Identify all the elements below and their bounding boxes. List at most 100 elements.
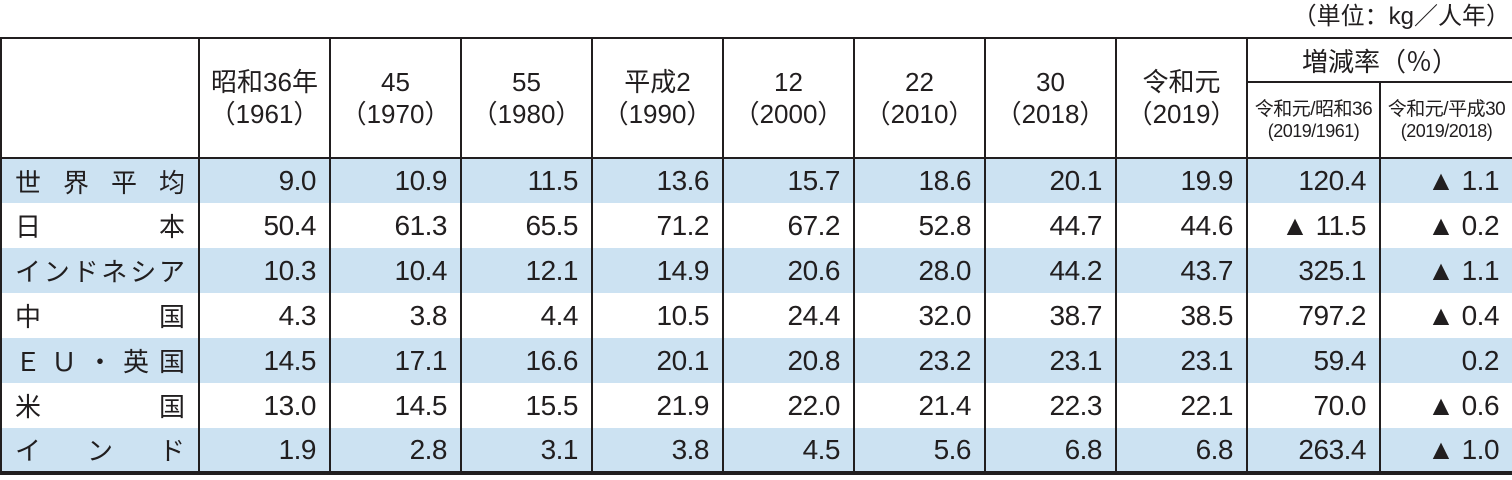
era-year: 昭和36年 [211, 66, 318, 97]
change-cell: 70.0 [1246, 383, 1381, 428]
value-cell: 3.1 [460, 428, 593, 473]
western-year: （2010） [864, 99, 975, 129]
change-rate-subheader: 令和元/平成30 (2019/2018) [1378, 81, 1512, 159]
value-cell: 13.6 [591, 158, 724, 203]
value-cell: 15.5 [460, 383, 593, 428]
table-row-china: 中国 4.3 3.8 4.4 10.5 24.4 32.0 38.7 38.5 … [0, 293, 1512, 338]
western-year: （1990） [602, 99, 713, 129]
change-rate-era-label: 令和元/昭和36 [1254, 98, 1373, 120]
value-cell: 23.1 [984, 338, 1117, 383]
row-label: 世界平均 [0, 158, 200, 203]
value-cell: 6.8 [1115, 428, 1248, 473]
value-cell: 4.4 [460, 293, 593, 338]
value-cell: 15.7 [722, 158, 855, 203]
value-cell: 43.7 [1115, 248, 1248, 293]
value-cell: 61.3 [329, 203, 462, 248]
western-year: （2018） [995, 99, 1106, 129]
row-label: Ｅ Ｕ ・英国 [0, 338, 200, 383]
table-row-india: インド 1.9 2.8 3.1 3.8 4.5 5.6 6.8 6.8 263.… [0, 428, 1512, 473]
value-cell: 50.4 [198, 203, 331, 248]
era-year: 55 [512, 66, 541, 97]
row-label: 中国 [0, 293, 200, 338]
value-cell: 14.5 [329, 383, 462, 428]
change-rate-group-header: 増減率（％） [1245, 37, 1512, 83]
unit-label: （単位：kg／人年） [1292, 3, 1510, 30]
value-cell: 20.8 [722, 338, 855, 383]
value-cell: 10.9 [329, 158, 462, 203]
value-cell: 6.8 [984, 428, 1117, 473]
value-cell: 4.3 [198, 293, 331, 338]
value-cell: 32.0 [853, 293, 986, 338]
row-label: インドネシア [0, 248, 200, 293]
value-cell: 11.5 [460, 158, 593, 203]
change-cell: ▲ 0.6 [1378, 383, 1512, 428]
value-cell: 38.5 [1115, 293, 1248, 338]
value-cell: 52.8 [853, 203, 986, 248]
value-cell: 14.5 [198, 338, 331, 383]
value-cell: 71.2 [591, 203, 724, 248]
era-year: 30 [1036, 66, 1065, 97]
value-cell: 44.7 [984, 203, 1117, 248]
consumption-table: 昭和36年 （1961） 45 （1970） 55 （1980） 平成2 （19… [0, 37, 1512, 475]
value-cell: 10.5 [591, 293, 724, 338]
row-label: 日本 [0, 203, 200, 248]
change-cell: 120.4 [1246, 158, 1381, 203]
row-label: インド [0, 428, 200, 473]
change-cell: 263.4 [1246, 428, 1381, 473]
year-header: 平成2 （1990） [591, 37, 724, 159]
year-header: 12 （2000） [722, 37, 855, 159]
value-cell: 22.1 [1115, 383, 1248, 428]
value-cell: 2.8 [329, 428, 462, 473]
value-cell: 12.1 [460, 248, 593, 293]
value-cell: 1.9 [198, 428, 331, 473]
change-cell: ▲ 1.1 [1378, 158, 1512, 203]
year-header: 45 （1970） [329, 37, 462, 159]
year-header: 30 （2018） [984, 37, 1117, 159]
value-cell: 18.6 [853, 158, 986, 203]
value-cell: 20.1 [591, 338, 724, 383]
era-year: 12 [774, 66, 803, 97]
value-cell: 24.4 [722, 293, 855, 338]
value-cell: 9.0 [198, 158, 331, 203]
year-header: 令和元 （2019） [1115, 37, 1248, 159]
row-label: 米国 [0, 383, 200, 428]
western-year: （2000） [733, 99, 844, 129]
value-cell: 67.2 [722, 203, 855, 248]
year-header: 22 （2010） [853, 37, 986, 159]
value-cell: 44.2 [984, 248, 1117, 293]
value-cell: 19.9 [1115, 158, 1248, 203]
corner-cell [0, 37, 200, 159]
value-cell: 65.5 [460, 203, 593, 248]
value-cell: 22.0 [722, 383, 855, 428]
year-header: 55 （1980） [460, 37, 593, 159]
table-row-indonesia: インドネシア 10.3 10.4 12.1 14.9 20.6 28.0 44.… [0, 248, 1512, 293]
value-cell: 17.1 [329, 338, 462, 383]
western-year: （1970） [340, 99, 451, 129]
change-rate-subheader: 令和元/昭和36 (2019/1961) [1246, 81, 1381, 159]
table-row-usa: 米国 13.0 14.5 15.5 21.9 22.0 21.4 22.3 22… [0, 383, 1512, 428]
value-cell: 38.7 [984, 293, 1117, 338]
value-cell: 14.9 [591, 248, 724, 293]
value-cell: 5.6 [853, 428, 986, 473]
value-cell: 28.0 [853, 248, 986, 293]
western-year: （1961） [209, 99, 320, 129]
era-year: 令和元 [1142, 66, 1221, 97]
change-rate-year-label: (2019/2018) [1400, 120, 1493, 141]
change-cell: ▲ 0.2 [1378, 203, 1512, 248]
value-cell: 23.1 [1115, 338, 1248, 383]
value-cell: 20.1 [984, 158, 1117, 203]
value-cell: 13.0 [198, 383, 331, 428]
era-year: 45 [381, 66, 410, 97]
era-year: 22 [905, 66, 934, 97]
western-year: （1980） [471, 99, 582, 129]
table-row-japan: 日本 50.4 61.3 65.5 71.2 67.2 52.8 44.7 44… [0, 203, 1512, 248]
change-cell: ▲ 1.0 [1378, 428, 1512, 473]
value-cell: 23.2 [853, 338, 986, 383]
change-cell: 0.2 [1378, 338, 1512, 383]
change-cell: 59.4 [1246, 338, 1381, 383]
change-cell: ▲ 11.5 [1246, 203, 1381, 248]
value-cell: 44.6 [1115, 203, 1248, 248]
value-cell: 10.4 [329, 248, 462, 293]
year-header: 昭和36年 （1961） [198, 37, 331, 159]
change-rate-year-label: (2019/1961) [1267, 120, 1360, 141]
